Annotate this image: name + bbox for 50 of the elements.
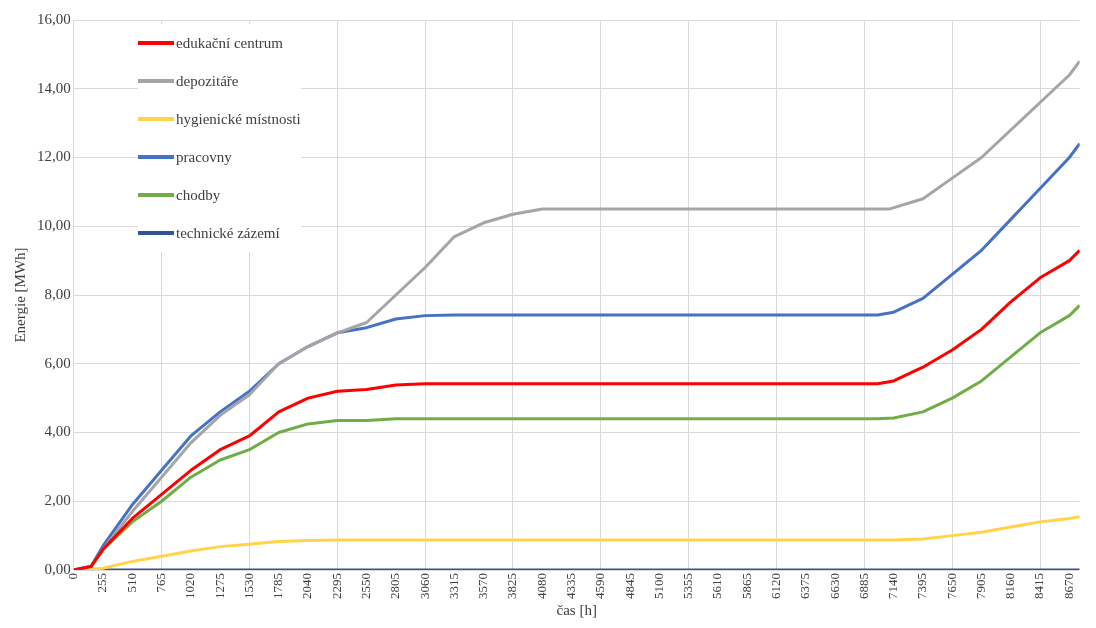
- legend-label: hygienické místnosti: [176, 110, 301, 128]
- x-tick-label: 6375: [797, 573, 813, 599]
- x-tick-label: 255: [94, 573, 110, 593]
- x-tick-label: 7140: [885, 573, 901, 599]
- x-tick-label: 4080: [533, 573, 549, 599]
- legend-label: chodby: [176, 186, 221, 204]
- x-tick-label: 2040: [299, 573, 315, 599]
- legend-label: pracovny: [176, 148, 232, 166]
- x-tick-label: 5610: [709, 573, 725, 599]
- y-tick-label: 16,00: [37, 10, 71, 27]
- y-tick-label: 8,00: [44, 285, 71, 302]
- legend-label: depozitáře: [176, 72, 239, 90]
- x-tick-label: 510: [123, 573, 139, 593]
- x-tick-label: 6885: [855, 573, 871, 599]
- x-tick-label: 5100: [650, 573, 666, 599]
- y-tick-label: 2,00: [44, 492, 71, 509]
- y-tick-label: 14,00: [37, 79, 71, 96]
- y-tick-label: 4,00: [44, 423, 71, 440]
- y-tick-label: 6,00: [44, 354, 71, 371]
- x-tick-label: 5865: [738, 573, 754, 599]
- x-tick-label: 1020: [182, 573, 198, 599]
- x-tick-label: 765: [153, 573, 169, 593]
- x-tick-label: 2295: [328, 573, 344, 599]
- x-tick-label: 7650: [943, 573, 959, 599]
- x-tick-label: 3570: [475, 573, 491, 599]
- x-tick-label: 8415: [1031, 573, 1047, 599]
- x-tick-label: 3060: [416, 573, 432, 599]
- y-tick-label: 10,00: [37, 217, 71, 234]
- x-tick-label: 6630: [826, 573, 842, 599]
- x-tick-label: 5355: [680, 573, 696, 599]
- x-tick-label: 1530: [240, 573, 256, 599]
- y-tick-label: 12,00: [37, 148, 71, 165]
- legend-label: technické zázemí: [176, 224, 280, 242]
- x-tick-label: 7395: [914, 573, 930, 599]
- x-tick-label: 4845: [621, 573, 637, 599]
- y-axis-title: Energie [MWh]: [11, 247, 28, 343]
- x-tick-label: 8670: [1060, 573, 1076, 599]
- x-tick-label: 6120: [767, 573, 783, 599]
- legend-label: edukační centrum: [176, 34, 284, 52]
- x-tick-label: 2805: [387, 573, 403, 599]
- x-tick-label: 2550: [358, 573, 373, 599]
- x-tick-label: 8160: [1002, 573, 1018, 599]
- x-tick-label: 4590: [592, 573, 608, 599]
- x-axis-title: čas [h]: [556, 601, 597, 618]
- x-tick-label: 3825: [504, 573, 520, 599]
- x-tick-label: 1275: [211, 573, 227, 599]
- x-tick-label: 3315: [445, 573, 461, 599]
- x-tick-label: 1785: [270, 573, 286, 599]
- x-tick-label: 7905: [972, 573, 988, 599]
- x-tick-label: 4335: [562, 573, 578, 599]
